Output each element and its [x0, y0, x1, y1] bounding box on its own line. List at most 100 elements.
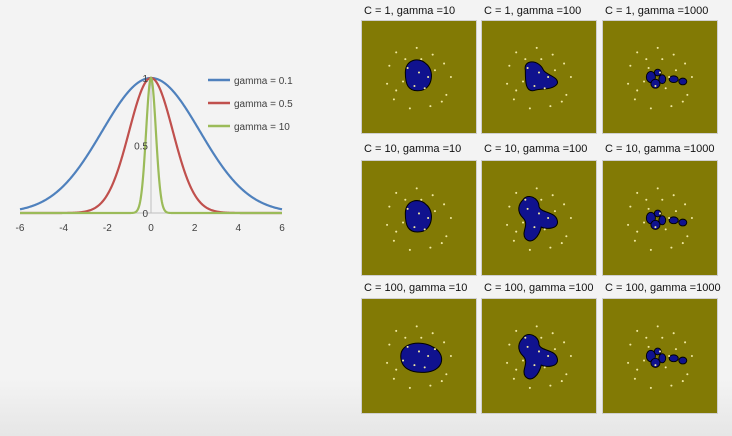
legend-label-1: gamma = 0.5	[234, 99, 293, 110]
training-point	[670, 384, 673, 387]
training-point	[649, 386, 652, 389]
training-point	[535, 46, 538, 49]
y-tick-label: 0.5	[134, 142, 148, 153]
decision-region	[518, 196, 558, 242]
training-point	[515, 329, 518, 332]
training-point	[661, 336, 664, 339]
training-point	[386, 361, 389, 364]
training-point	[636, 230, 639, 233]
training-point	[656, 46, 659, 49]
training-point	[690, 354, 693, 358]
training-point	[629, 64, 632, 67]
training-point	[420, 198, 423, 201]
training-point	[404, 58, 407, 61]
training-point	[427, 354, 430, 358]
training-point	[429, 384, 432, 387]
training-point	[537, 350, 541, 353]
decision-boundary-panel	[602, 20, 718, 134]
x-tick-label: 2	[192, 223, 198, 234]
training-point	[443, 62, 446, 65]
training-point	[560, 242, 563, 245]
training-point	[643, 80, 646, 83]
training-point	[526, 345, 529, 348]
training-point	[433, 69, 436, 72]
training-point	[654, 84, 657, 87]
decision-region	[400, 342, 443, 373]
training-point	[449, 354, 452, 358]
legend-label-0: gamma = 0.1	[234, 76, 293, 87]
training-point	[427, 216, 430, 220]
decision-region	[650, 78, 661, 89]
training-point	[515, 230, 518, 233]
training-point	[537, 71, 541, 74]
training-point	[515, 51, 518, 54]
decision-boundary-grid: C = 1, gamma =10 C = 1, gamma =100 C = 1, …	[358, 0, 730, 420]
decision-region	[653, 347, 662, 356]
training-point	[549, 384, 552, 387]
training-point	[429, 105, 432, 108]
decision-region	[678, 218, 688, 227]
decision-region	[668, 216, 679, 225]
training-point	[524, 336, 527, 339]
training-point	[649, 248, 652, 251]
decision-boundary-plot	[627, 187, 693, 251]
training-point	[533, 226, 536, 229]
training-point	[522, 359, 525, 362]
training-point	[549, 105, 552, 108]
training-point	[636, 191, 639, 194]
y-tick-label: 1	[142, 74, 148, 85]
training-point	[664, 366, 667, 369]
training-point	[553, 69, 556, 72]
training-point	[423, 87, 426, 90]
training-point	[560, 380, 563, 383]
training-point	[674, 69, 677, 72]
training-point	[449, 75, 452, 79]
decision-boundary-plot	[627, 46, 693, 110]
decision-boundary-panel	[481, 298, 597, 414]
y-tick-label: 0	[142, 209, 148, 220]
training-point	[395, 230, 398, 233]
training-point	[553, 348, 556, 351]
decision-region	[668, 354, 679, 363]
training-point	[449, 216, 452, 220]
x-tick-label: 4	[236, 223, 242, 234]
decision-boundary-plot	[386, 325, 452, 389]
training-point	[395, 89, 398, 92]
training-point	[440, 242, 443, 245]
training-point	[540, 336, 543, 339]
training-point	[684, 203, 687, 206]
training-point	[686, 93, 689, 96]
training-point	[633, 239, 636, 242]
x-tick-label: -6	[16, 223, 25, 234]
training-point	[553, 210, 556, 213]
training-point	[668, 216, 671, 220]
training-point	[524, 58, 527, 61]
training-point	[406, 67, 409, 70]
training-point	[668, 354, 671, 358]
training-point	[645, 336, 648, 339]
decision-boundary-plot	[386, 46, 452, 110]
training-point	[633, 98, 636, 101]
decision-boundary-plot	[506, 325, 572, 389]
panel-title: C = 10, gamma =100	[484, 143, 588, 155]
training-point	[528, 248, 531, 251]
decision-region	[404, 59, 432, 92]
panel-title: C = 1, gamma =10	[364, 5, 456, 17]
x-tick-label: 0	[148, 223, 154, 234]
training-point	[537, 212, 541, 215]
training-point	[392, 377, 395, 380]
training-point	[533, 364, 536, 367]
training-point	[636, 51, 639, 54]
training-point	[433, 210, 436, 213]
training-point	[395, 368, 398, 371]
decision-boundary-panel	[361, 20, 477, 134]
training-point	[408, 107, 411, 110]
training-point	[417, 350, 421, 353]
training-point	[560, 100, 563, 103]
training-point	[535, 187, 538, 190]
decision-boundary-panel	[361, 298, 477, 414]
training-point	[547, 216, 550, 220]
decision-boundary-plot	[386, 187, 452, 251]
training-point	[565, 235, 568, 238]
training-point	[402, 221, 405, 224]
